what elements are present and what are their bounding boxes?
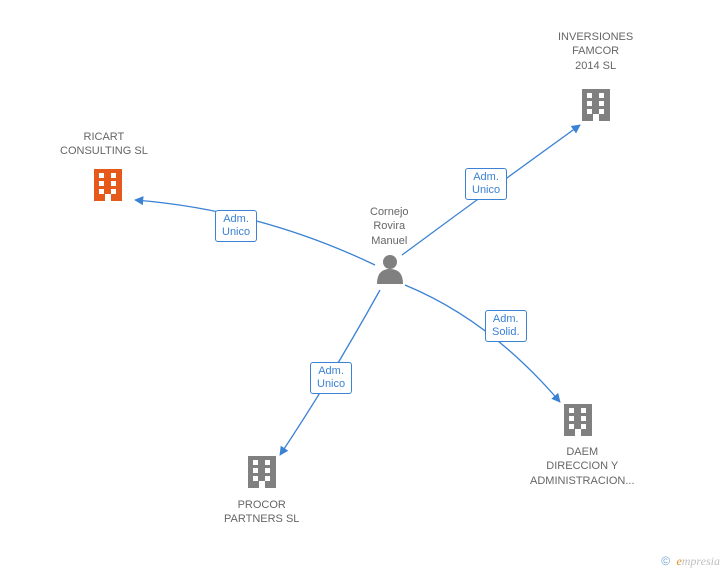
person-icon <box>377 255 403 284</box>
edge-label-daem: Adm. Solid. <box>485 310 527 342</box>
node-label-procor: PROCOR PARTNERS SL <box>224 498 299 527</box>
edge-label-famcor: Adm. Unico <box>465 168 507 200</box>
node-label-daem: DAEM DIRECCION Y ADMINISTRACION... <box>530 445 635 488</box>
building-icon <box>582 89 610 121</box>
brand-rest: mpresia <box>682 554 720 568</box>
building-icon <box>94 169 122 201</box>
diagram-canvas <box>0 0 728 575</box>
building-icon <box>564 404 592 436</box>
node-label-famcor: INVERSIONES FAMCOR 2014 SL <box>558 30 633 73</box>
center-label: Cornejo Rovira Manuel <box>370 205 409 248</box>
footer-brand: © empresia <box>661 554 720 569</box>
building-icon <box>248 456 276 488</box>
edge-daem <box>405 285 560 402</box>
node-label-ricart: RICART CONSULTING SL <box>60 130 148 159</box>
edge-label-procor: Adm. Unico <box>310 362 352 394</box>
edge-label-ricart: Adm. Unico <box>215 210 257 242</box>
copyright-symbol: © <box>661 554 670 568</box>
